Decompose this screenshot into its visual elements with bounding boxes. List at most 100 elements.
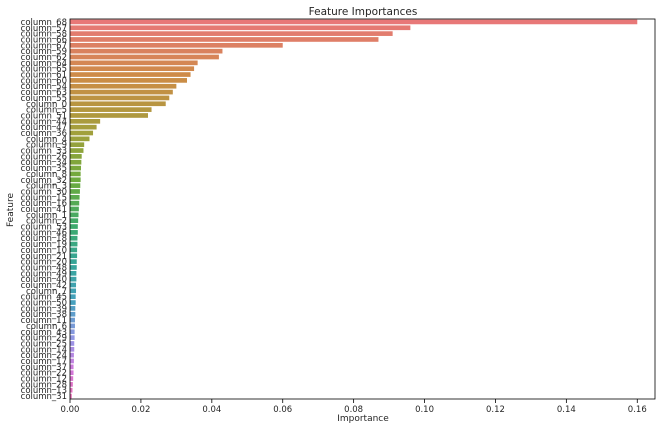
bar-column-20 [70,259,77,264]
y-tick-label: column_28 [21,380,67,390]
bar-column-25 [70,341,75,346]
bar-column-14 [70,346,75,352]
y-tick-label: column_9 [26,141,67,151]
bar-column-17 [70,358,74,364]
y-tick-label: column_26 [21,152,67,162]
y-tick-label: column_15 [21,193,67,203]
y-tick-label: column_40 [21,275,67,285]
bar-column-19 [70,241,78,247]
bar-column-62 [70,54,219,60]
bar-column-65 [70,66,195,72]
y-tick-label: column_44 [21,117,67,127]
y-tick-label: column_53 [21,223,67,233]
bar-column-44 [70,118,101,124]
y-tick-label: column_41 [21,205,67,215]
x-tick-label: 0.10 [415,405,434,415]
bar-column-2 [70,218,79,224]
y-tick-label: column_4 [26,135,67,145]
bar-column-4 [70,136,90,142]
y-tick-label: column_31 [21,392,67,402]
y-tick-label: column_5 [26,106,67,116]
x-tick-label: 0.08 [344,405,363,415]
bar-column-64 [70,60,198,66]
y-tick-label: column_14 [21,345,67,355]
y-tick-label: column_68 [21,18,67,28]
bar-column-40 [70,276,77,282]
bar-column-58 [70,31,393,36]
bar-column-49 [70,270,77,276]
y-tick-label: column_17 [21,357,67,367]
y-tick-label: column_39 [21,304,67,314]
bar-column-1 [70,212,79,218]
y-tick-label: column_59 [21,47,67,57]
bar-column-5 [70,107,152,112]
x-axis: 0.00 0.02 0.04 0.06 0.08 0.10 0.12 0.14 0.16 [61,399,647,415]
bar-column-13 [70,387,73,393]
y-tick-label: column_42 [21,281,67,291]
y-tick-label: column_38 [21,310,67,320]
y-tick-label: column_34 [21,158,67,168]
chart-title: Feature Importances [309,6,418,18]
bar-column-26 [70,154,82,159]
x-tick-label: 0.04 [202,405,221,415]
bar-column-63 [70,89,173,95]
y-tick-label: column_19 [21,240,67,250]
x-tick-label: 0.12 [486,405,505,415]
y-tick-label: column_64 [21,59,67,69]
bar-column-45 [70,294,76,300]
bar-column-21 [70,253,78,259]
y-tick-label: column_2 [26,217,67,227]
bar-column-66 [70,37,379,42]
y-tick-label: column_7 [26,287,67,297]
bar-column-38 [70,311,76,317]
y-tick-label: column_63 [21,88,67,98]
bar-column-47 [70,124,97,130]
y-tick-label: column_13 [21,386,67,396]
y-tick-label: column_49 [21,269,67,279]
y-tick-label: column_33 [21,147,67,157]
y-tick-label: column_18 [21,234,67,244]
bar-column-67 [70,42,283,48]
bar-column-7 [70,288,77,294]
x-tick-label: 0.06 [273,405,292,415]
y-tick-label: column_36 [21,129,67,139]
y-tick-label: column_25 [21,339,67,349]
y-tick-label: column_21 [21,252,67,262]
y-tick-label: column_62 [21,53,67,63]
bar-column-15 [70,194,80,200]
y-tick-label: column_65 [21,65,67,75]
y-tick-label: column_37 [21,363,67,373]
bar-column-36 [70,130,94,136]
y-tick-labels: column_68column_57column_58column_66colu… [21,18,67,402]
y-tick-label: column_12 [21,375,67,385]
bar-column-10 [70,247,78,253]
bar-column-61 [70,72,191,77]
y-tick-label: column_8 [26,170,67,180]
y-tick-label: column_55 [21,94,67,104]
y-tick-label: column_22 [21,369,67,379]
bar-column-35 [70,165,81,171]
y-tick-label: column_11 [21,316,67,326]
bar-column-28 [70,382,73,387]
bar-column-8 [70,171,81,177]
bar-column-42 [70,282,77,288]
y-tick-label: column_16 [21,199,67,209]
x-axis-label: Importance [337,414,389,424]
y-tick-label: column_43 [21,328,67,338]
bar-column-41 [70,206,79,212]
y-tick-label: column_45 [21,293,67,303]
bar-column-31 [70,393,72,399]
bar-column-53 [70,224,78,229]
x-tick-label: 0.02 [131,405,150,415]
bar-column-6 [70,323,75,329]
y-tick-label: column_6 [26,322,67,332]
y-tick-label: column_29 [21,334,67,344]
bar-column-18 [70,235,78,241]
y-tick-label: column_48 [21,263,67,273]
y-tick-label: column_50 [21,299,67,309]
bar-column-46 [70,230,78,235]
y-tick-label: column_0 [26,100,67,110]
y-tick-label: column_3 [26,182,67,192]
y-tick-label: column_1 [26,211,67,221]
